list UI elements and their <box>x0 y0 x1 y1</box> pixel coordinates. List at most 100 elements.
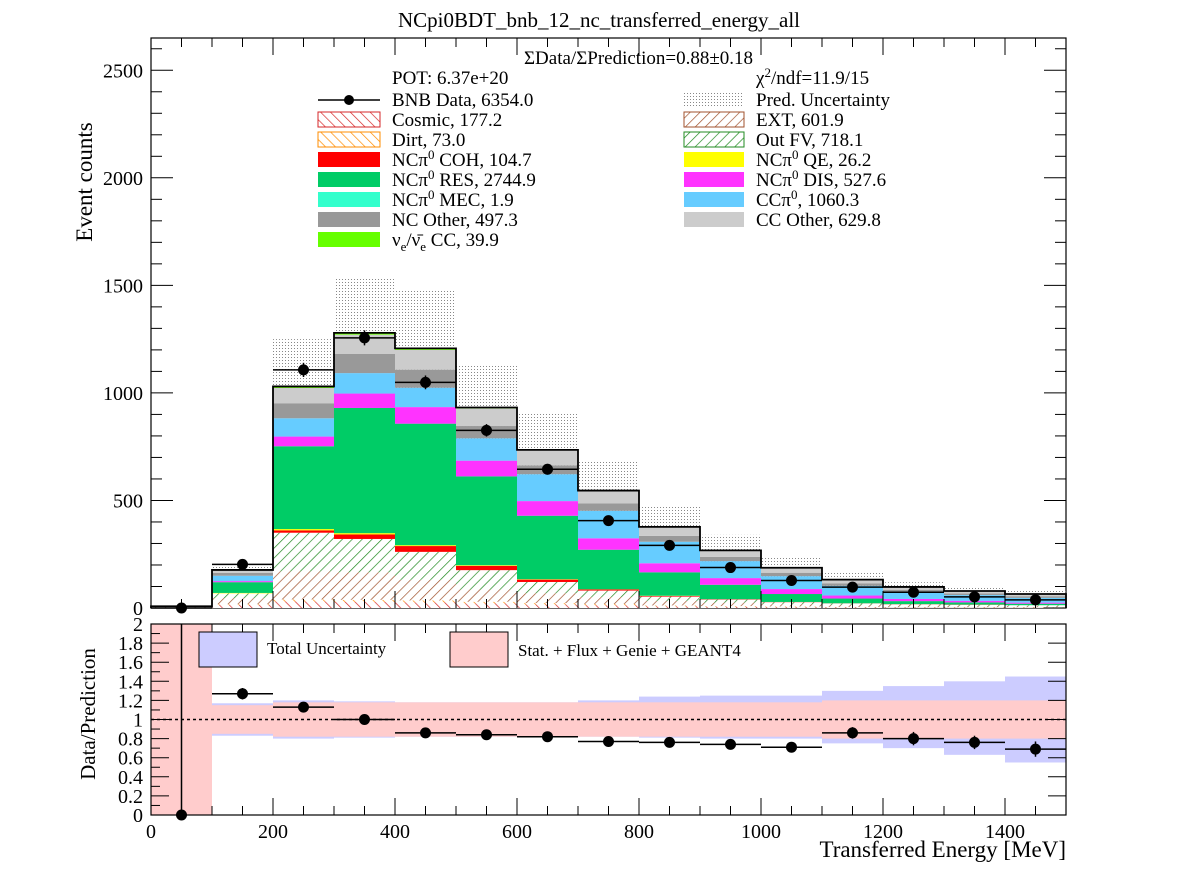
bar-nc-coh <box>456 566 517 570</box>
legend-dis: NCπ0 DIS, 527.6 <box>756 167 886 191</box>
legend-coh-swatch <box>318 152 380 167</box>
legend-ext: EXT, 601.9 <box>756 110 844 131</box>
x-tick-label: 0 <box>146 821 156 843</box>
ratio-point <box>786 742 797 753</box>
legend-dis-swatch <box>684 172 744 187</box>
bar-nc-dis <box>700 578 761 585</box>
data-point <box>664 540 675 551</box>
bar-cc- <box>334 373 395 393</box>
bar-nc-dis <box>578 538 639 549</box>
legend-ccother-swatch <box>684 212 744 227</box>
bar-cc- <box>395 388 456 407</box>
x-tick-label: 1000 <box>741 821 781 843</box>
legend-cosmic-swatch <box>318 112 380 127</box>
bar-cc-other <box>639 527 700 536</box>
ratio-y-tick-label: 1.4 <box>118 671 143 693</box>
summary-text: ΣData/ΣPrediction=0.88±0.18 <box>524 48 753 69</box>
data-point <box>908 587 919 598</box>
bar-nc-res <box>395 424 456 546</box>
ratio-point <box>420 727 431 738</box>
x-tick-label: 800 <box>624 821 654 843</box>
ratio-legend-total: Total Uncertainty <box>267 639 387 658</box>
legend-dirt-swatch <box>318 132 380 147</box>
bar-nc-dis <box>517 501 578 516</box>
bar-nc-res <box>212 582 273 593</box>
bar-cc- <box>212 576 273 581</box>
ratio-point <box>1030 744 1041 755</box>
bar-nc-dis <box>761 589 822 594</box>
bar-cc-other <box>761 568 822 573</box>
ratio-y-tick-label: 1.6 <box>118 652 143 674</box>
legend-outfv-swatch <box>684 132 744 147</box>
bar-nc-coh <box>273 530 334 532</box>
y-tick-label: 1000 <box>103 383 143 405</box>
bar-nc-res <box>517 516 578 579</box>
bar-cc- <box>273 418 334 436</box>
ratio-point <box>664 737 675 748</box>
data-point <box>847 582 858 593</box>
legend-qe: NCπ0 QE, 26.2 <box>756 147 871 171</box>
bar-nc-dis <box>822 596 883 599</box>
bar-nc-other <box>700 557 761 561</box>
bar-nc-res <box>700 585 761 599</box>
legend-res-swatch <box>318 172 380 187</box>
bar-nc-dis <box>456 461 517 477</box>
legend-res: NCπ0 RES, 2744.9 <box>392 167 536 191</box>
ratio-point <box>725 739 736 750</box>
legend-mec-swatch <box>318 192 380 207</box>
bar-out-fv <box>517 582 578 593</box>
legend-coh: NCπ0 COH, 104.7 <box>392 147 532 171</box>
bar-nc-res <box>334 408 395 533</box>
bar-ext <box>395 580 456 601</box>
bar-out-fv <box>395 552 456 580</box>
ratio-point <box>298 702 309 713</box>
legend-nue-swatch <box>318 232 380 247</box>
legend-outfv: Out FV, 718.1 <box>756 130 863 151</box>
y-tick-label: 2000 <box>103 168 143 190</box>
legend-ccpi0: CCπ0, 1060.3 <box>756 187 859 211</box>
bar-nc-dis <box>212 581 273 582</box>
data-point <box>786 575 797 586</box>
xlabel: Transferred Energy [MeV] <box>819 837 1066 862</box>
bar-nc-other <box>334 354 395 373</box>
bar-cc-other <box>578 491 639 503</box>
bar-cc- <box>456 438 517 460</box>
bar-nc-res <box>578 550 639 590</box>
ratio-point <box>542 731 553 742</box>
data-point <box>237 559 248 570</box>
legend-cosmic: Cosmic, 177.2 <box>392 110 502 131</box>
ratio-point <box>359 714 370 725</box>
bar-nc-coh <box>578 590 639 591</box>
pot-text: POT: 6.37e+20 <box>392 68 508 89</box>
legend-ccpi0-swatch <box>684 192 744 207</box>
ratio-y-tick-label: 0.4 <box>118 767 143 789</box>
bar-cc-other <box>456 408 517 426</box>
y-tick-label: 2500 <box>103 60 143 82</box>
ratio-y-tick-label: 0.6 <box>118 748 143 770</box>
bar-cc- <box>517 474 578 501</box>
bar-cc-other <box>700 551 761 557</box>
legend-pred-unc-swatch <box>684 92 744 107</box>
ratio-point <box>603 736 614 747</box>
x-tick-label: 400 <box>380 821 410 843</box>
bar-out-fv <box>212 593 273 598</box>
legend-ncother: NC Other, 497.3 <box>392 210 518 231</box>
ratio-y-tick-label: 0.8 <box>118 729 143 751</box>
y-tick-label: 500 <box>113 490 143 512</box>
y-tick-label: 1500 <box>103 275 143 297</box>
chart-title: NCpi0BDT_bnb_12_nc_transferred_energy_al… <box>398 8 800 32</box>
data-point <box>359 332 370 343</box>
ratio-point <box>481 729 492 740</box>
bar-nc-dis <box>639 563 700 572</box>
data-point <box>298 364 309 375</box>
bar-nc-coh <box>517 580 578 582</box>
ratio-y-tick-label: 0.2 <box>118 786 143 808</box>
data-point <box>725 562 736 573</box>
bar-nc-qe <box>456 565 517 566</box>
bar-ext <box>334 572 395 600</box>
ratio-ylabel: Data/Prediction <box>76 648 100 780</box>
ratio-legend-stat: Stat. + Flux + Genie + GEANT4 <box>518 641 741 660</box>
bar-nc-qe <box>395 545 456 546</box>
legend-mec: NCπ0 MEC, 1.9 <box>392 187 514 211</box>
